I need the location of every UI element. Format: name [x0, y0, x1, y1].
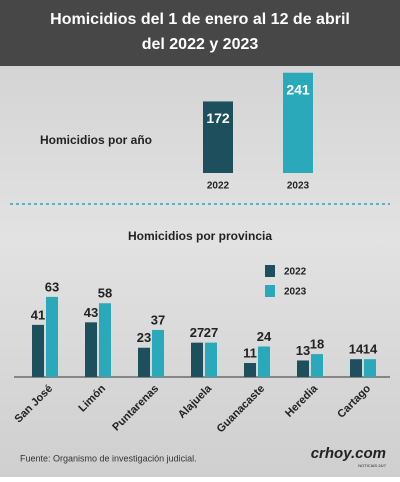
bar: [205, 342, 217, 377]
value-label: 37: [151, 312, 165, 327]
legend-swatch: [265, 285, 275, 297]
value-label: 43: [84, 305, 98, 320]
value-label: 63: [45, 279, 59, 294]
bar: [99, 303, 111, 377]
value-label: 14: [349, 342, 364, 357]
value-label: 24: [257, 329, 272, 344]
bar: [85, 322, 97, 377]
value-label: 27: [204, 325, 218, 340]
value-label: 27: [190, 325, 204, 340]
bar: [283, 72, 313, 173]
bar: [203, 101, 233, 173]
source: Fuente: Organismo de investigación judic…: [20, 453, 197, 463]
header-band: [0, 0, 400, 66]
chart-title: Homicidios por año: [40, 133, 152, 147]
value-label: 23: [137, 330, 151, 345]
bar: [244, 363, 256, 377]
bar: [364, 359, 376, 377]
x-tick-label: 2022: [207, 181, 230, 192]
legend-swatch: [265, 265, 275, 277]
x-tick-label: 2023: [287, 181, 310, 192]
bar: [46, 296, 58, 377]
value-label: 172: [206, 110, 230, 126]
value-label: 58: [98, 286, 112, 301]
bar: [297, 360, 309, 377]
legend-label: 2022: [284, 267, 307, 278]
brand: crhoy.com: [311, 445, 386, 462]
value-label: 41: [31, 307, 45, 322]
value-label: 11: [243, 345, 257, 360]
bar: [32, 324, 44, 377]
bar: [191, 342, 203, 377]
title-line: del 2022 y 2023: [142, 36, 259, 53]
bar: [258, 346, 270, 377]
value-label: 18: [310, 337, 324, 352]
title-line: Homicidios del 1 de enero al 12 de abril: [50, 11, 350, 28]
value-label: 13: [296, 343, 310, 358]
bar: [152, 329, 164, 377]
chart-title: Homicidios por provincia: [128, 229, 272, 243]
value-label: 14: [363, 342, 378, 357]
value-label: 241: [286, 81, 310, 97]
bar: [138, 347, 150, 377]
bar: [350, 359, 362, 377]
bar: [311, 354, 323, 377]
tagline: NOTICIAS 24/7: [358, 463, 387, 468]
legend-label: 2023: [284, 287, 307, 298]
